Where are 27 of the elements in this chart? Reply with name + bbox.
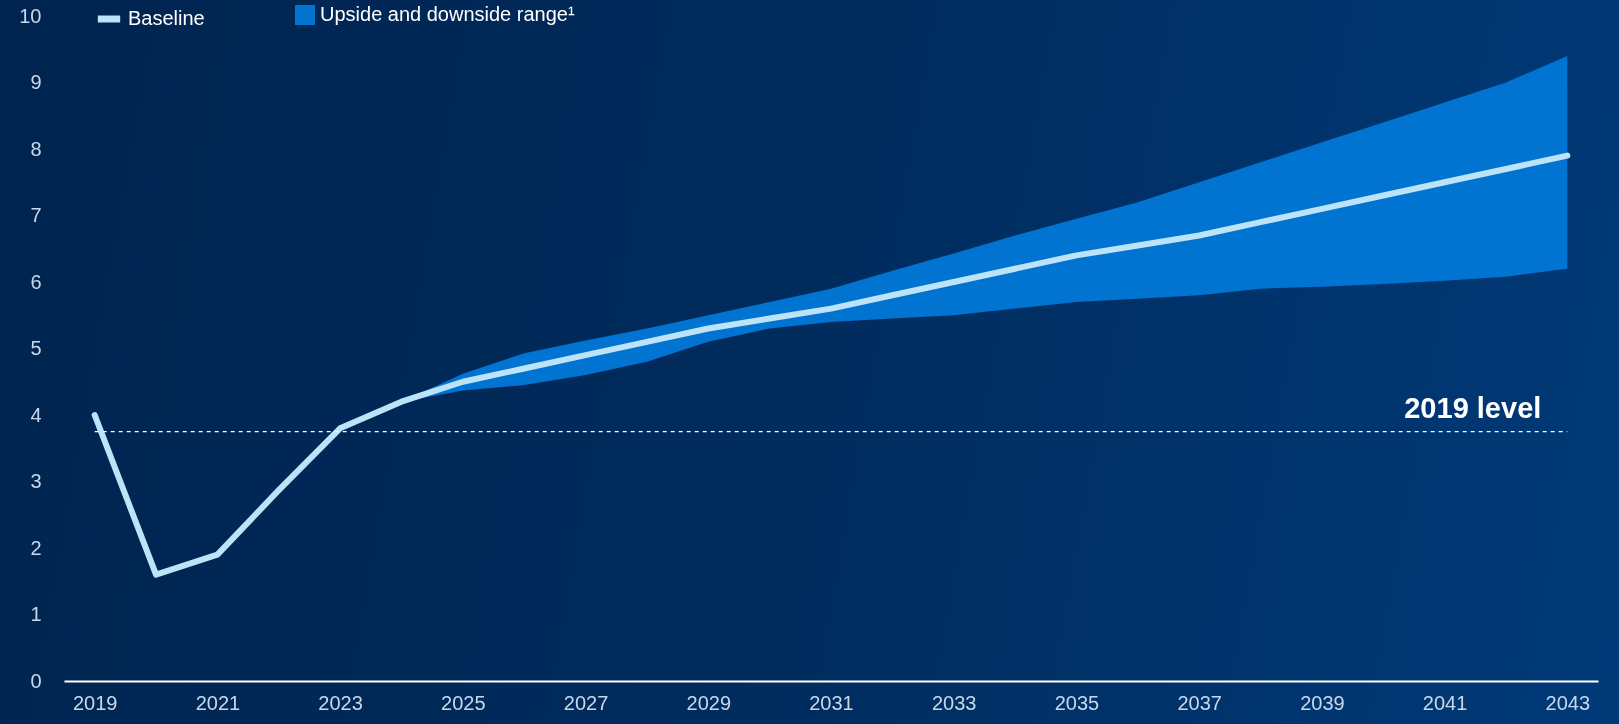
ref-line-label: 2019 level bbox=[1404, 391, 1542, 424]
y-tick-label: 1 bbox=[30, 603, 42, 625]
y-tick-label: 5 bbox=[30, 337, 42, 359]
y-tick-label: 10 bbox=[19, 4, 42, 27]
y-tick-label: 3 bbox=[30, 470, 42, 492]
y-tick-label: 2 bbox=[30, 536, 42, 559]
x-tick-label: 2033 bbox=[931, 691, 977, 714]
x-tick-label: 2043 bbox=[1545, 691, 1591, 714]
y-tick-label: 0 bbox=[30, 669, 42, 692]
x-tick-label: 2021 bbox=[195, 691, 241, 714]
y-tick-label: 4 bbox=[30, 403, 42, 426]
x-tick-label: 2027 bbox=[563, 691, 609, 714]
x-tick-label: 2037 bbox=[1177, 691, 1222, 714]
y-tick-label: 9 bbox=[30, 71, 42, 93]
y-tick-label: 7 bbox=[30, 204, 42, 226]
legend-label: Baseline bbox=[128, 7, 205, 29]
legend-label: Upside and downside range¹ bbox=[320, 3, 575, 25]
x-tick-label: 2035 bbox=[1054, 691, 1100, 714]
y-tick-label: 8 bbox=[30, 137, 42, 160]
x-tick-label: 2041 bbox=[1422, 691, 1468, 714]
x-tick-label: 2039 bbox=[1300, 691, 1345, 714]
y-tick-label: 6 bbox=[30, 270, 42, 293]
x-tick-label: 2029 bbox=[686, 691, 732, 714]
x-tick-label: 2025 bbox=[441, 691, 486, 714]
x-tick-label: 2031 bbox=[809, 691, 854, 714]
x-tick-label: 2023 bbox=[318, 691, 363, 714]
x-tick-label: 2019 bbox=[72, 691, 118, 714]
